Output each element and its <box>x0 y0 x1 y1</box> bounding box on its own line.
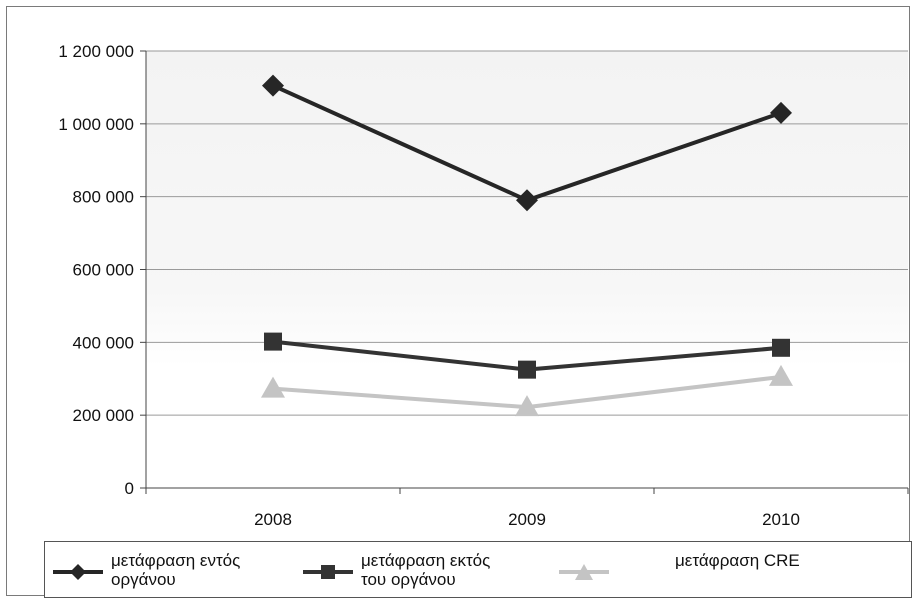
data-point-square <box>518 360 536 379</box>
x-tick-label: 2010 <box>762 510 800 529</box>
diamond-marker-icon <box>70 564 86 580</box>
data-point-triangle <box>769 364 793 386</box>
legend-item-1[interactable]: μετάφραση εκτός του οργάνου <box>299 548 559 592</box>
legend-label-2: μετάφραση CRE <box>675 551 800 570</box>
y-tick-label: 200 000 <box>73 406 134 425</box>
legend: μετάφραση εντός οργάνου μετάφραση εκτός … <box>44 541 912 598</box>
y-tick-label: 800 000 <box>73 188 134 207</box>
legend-item-2[interactable]: μετάφραση CRE <box>555 548 855 592</box>
x-tick-label: 2009 <box>508 510 546 529</box>
y-tick-label: 0 <box>125 479 134 498</box>
data-point-diamond <box>516 189 538 212</box>
data-point-triangle <box>515 395 539 417</box>
legend-item-0[interactable]: μετάφραση εντός οργάνου <box>49 548 309 592</box>
y-tick-label: 400 000 <box>73 333 134 352</box>
triangle-marker-icon <box>575 564 593 580</box>
data-point-triangle <box>261 376 285 398</box>
x-tick-label: 2008 <box>254 510 292 529</box>
square-marker-icon <box>321 565 335 579</box>
data-point-square <box>264 332 282 351</box>
y-tick-label: 1 200 000 <box>58 42 134 61</box>
data-point-diamond <box>262 74 284 97</box>
y-tick-label: 600 000 <box>73 261 134 280</box>
legend-label-0: μετάφραση εντός οργάνου <box>111 551 241 589</box>
y-tick-label: 1 000 000 <box>58 115 134 134</box>
legend-label-1: μετάφραση εκτός του οργάνου <box>361 551 491 589</box>
data-point-square <box>772 338 790 357</box>
data-point-diamond <box>770 101 792 124</box>
